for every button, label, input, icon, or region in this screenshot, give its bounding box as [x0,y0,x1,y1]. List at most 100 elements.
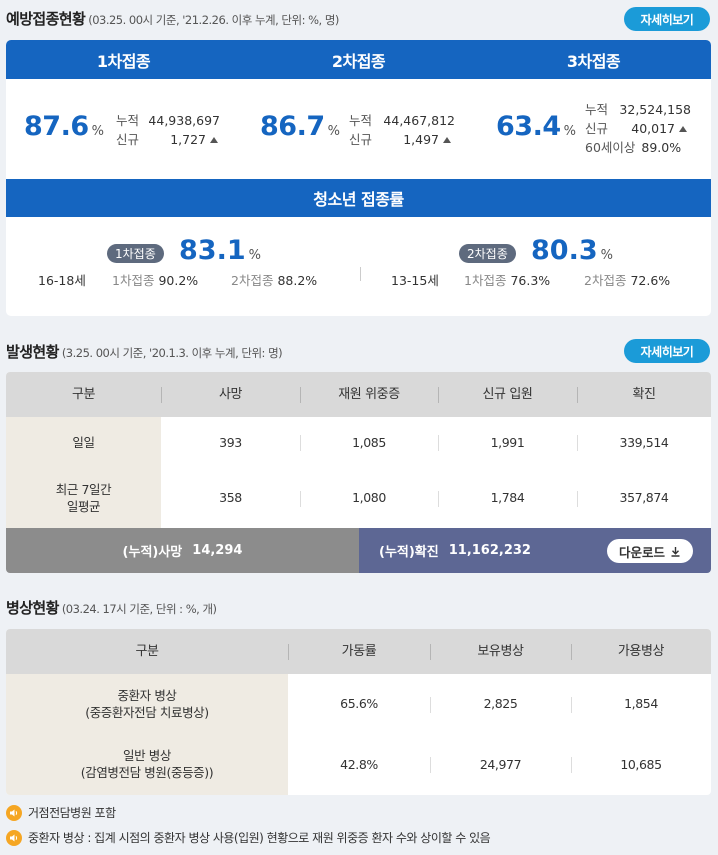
header-utilization: 가동률 [288,629,430,674]
cell-critical: 1,080 [300,469,438,528]
note-item: 거점전담병원 포함 [6,804,116,821]
cell-confirmed: 339,514 [577,417,711,469]
speaker-icon [6,804,22,821]
teen-second-dose: 2차접종 72.6% [584,273,671,288]
teen-age: 16-18세 [38,273,86,288]
vaccination-subtitle: (03.25. 00시 기준, '21.2.26. 이후 누계, 단위: %, … [88,13,339,27]
row-label: 중환자 병상 (중증환자전담 치료병상) [6,674,288,735]
row-label: 일반 병상 (감염병전담 병원(중등증)) [6,735,288,795]
header-critical: 재원 위중증 [300,372,438,417]
header-confirmed: 확진 [577,372,711,417]
cumulative-confirmed-value: 11,162,232 [448,543,531,558]
table-header-row: 구분 사망 재원 위중증 신규 입원 확진 [6,372,711,417]
cumulative-deaths: (누적)사망 14,294 [6,528,359,573]
download-label: 다운로드 [618,544,665,560]
teen-badge: 2차접종 [459,244,516,263]
header-new-admission: 신규 입원 [438,372,577,417]
speaker-icon [6,829,22,846]
cell-available-beds: 1,854 [571,674,711,735]
dose-3-header: 3차접종 [566,51,621,71]
vaccination-more-button[interactable]: 자세히보기 [624,7,710,31]
vaccination-panel: 1차접종 2차접종 3차접종 87.6% 누적 44,938,697 신규 1,72… [6,40,711,316]
dose-values-row: 87.6% 누적 44,938,697 신규 1,727 86.7% 누적 44,46… [6,79,711,179]
teen-header: 청소년 접종률 [6,179,711,217]
cell-confirmed: 357,874 [577,469,711,528]
triangle-up-icon [679,126,687,132]
vaccination-title: 예방접종현황 [6,10,86,28]
dose-2-new: 신규 1,497 [349,129,451,148]
dose-3-new: 신규 40,017 [585,118,687,137]
note-text: 중환자 병상 : 집계 시점의 중환자 병상 사용(입원) 현황으로 재원 위중… [28,831,491,845]
outbreak-more-button[interactable]: 자세히보기 [624,339,710,363]
teen-second-dose: 2차접종 88.2% [231,273,318,288]
dose-1-rate: 87.6% [24,111,104,142]
dose-1-cell: 87.6% 누적 44,938,697 신규 1,727 [6,79,241,179]
outbreak-subtitle: (3.25. 00시 기준, '20.1.3. 이후 누계, 단위: 명) [61,346,283,360]
beds-header: 병상현황 (03.24. 17시 기준, 단위 : %, 개) [6,597,217,618]
dose-2-cumulative: 누적 44,467,812 [349,113,455,128]
dose-2-rate: 86.7% [260,111,340,142]
triangle-up-icon [210,137,218,143]
table-row: 일일 393 1,085 1,991 339,514 [6,417,711,469]
cell-deaths: 358 [219,490,242,506]
dose-1-new: 신규 1,727 [116,129,218,148]
cumulative-bar: (누적)사망 14,294 (누적)확진 11,162,232 다운로드 [6,528,711,573]
note-text: 거점전담병원 포함 [28,806,116,820]
dose-3-over60: 60세이상 89.0% [585,140,682,155]
cumulative-deaths-label: (누적)사망 [122,545,183,560]
dose-3-rate: 63.4% [496,111,576,142]
dose-header-row: 1차접종 2차접종 3차접종 [6,40,711,79]
download-icon [671,546,680,557]
dose-2-cell: 86.7% 누적 44,467,812 신규 1,497 [241,79,476,179]
download-button[interactable]: 다운로드 [607,539,693,563]
teen-first-dose: 1차접종 76.3% [464,273,551,288]
teen-group-13-15: 13-15세 2차접종 80.3% 1차접종 76.3% 2차접종 72.6% [360,217,711,316]
cell-total-beds: 24,977 [430,735,571,795]
cell-total-beds: 2,825 [430,674,571,735]
teen-first-dose: 1차접종 90.2% [112,273,199,288]
teen-divider [360,267,361,281]
header-deaths: 사망 [161,372,300,417]
dose-3-cumulative: 누적 32,524,158 [585,102,691,117]
teen-values-row: 16-18세 1차접종 83.1% 1차접종 90.2% 2차접종 88.2% … [6,217,711,316]
header-category: 구분 [71,386,96,402]
cell-available-beds: 10,685 [571,735,711,795]
cell-utilization: 65.6% [340,696,378,712]
beds-table-body: 중환자 병상 (중증환자전담 치료병상) 65.6% 2,825 1,854 일… [6,674,711,795]
cell-new-admission: 1,784 [438,469,577,528]
teen-group-16-18: 16-18세 1차접종 83.1% 1차접종 90.2% 2차접종 88.2% [6,217,360,316]
cell-critical: 1,085 [300,417,438,469]
dose-1-cumulative: 누적 44,938,697 [116,113,220,128]
table-row: 중환자 병상 (중증환자전담 치료병상) 65.6% 2,825 1,854 [6,674,711,735]
cumulative-confirmed: (누적)확진 11,162,232 다운로드 [359,528,711,573]
dose-3-cell: 63.4% 누적 32,524,158 신규 40,017 60세이상 89.0% [476,79,711,179]
teen-badge: 1차접종 [107,244,164,263]
outbreak-table-body: 일일 393 1,085 1,991 339,514 최근 7일간 일평균 35… [6,417,711,528]
teen-age: 13-15세 [391,273,439,288]
outbreak-title: 발생현황 [6,343,59,361]
teen-rate: 80.3% [531,235,613,266]
beds-title: 병상현황 [6,599,59,617]
table-row: 일반 병상 (감염병전담 병원(중등증)) 42.8% 24,977 10,68… [6,735,711,795]
dose-1-header: 1차접종 [96,51,151,71]
header-available-beds: 가용병상 [571,629,711,674]
beds-subtitle: (03.24. 17시 기준, 단위 : %, 개) [61,602,217,616]
row-label: 일일 [6,417,161,469]
vaccination-header: 예방접종현황 (03.25. 00시 기준, '21.2.26. 이후 누계, … [6,8,339,29]
cell-new-admission: 1,991 [438,417,577,469]
row-label: 최근 7일간 일평균 [6,469,161,528]
table-header-row: 구분 가동률 보유병상 가용병상 [6,629,711,674]
header-total-beds: 보유병상 [430,629,571,674]
dose-2-header: 2차접종 [331,51,386,71]
table-row: 최근 7일간 일평균 358 1,080 1,784 357,874 [6,469,711,528]
note-item: 중환자 병상 : 집계 시점의 중환자 병상 사용(입원) 현황으로 재원 위중… [6,829,491,846]
cell-utilization: 42.8% [340,756,378,772]
beds-table: 구분 가동률 보유병상 가용병상 중환자 병상 (중증환자전담 치료병상) 65… [6,629,711,795]
triangle-up-icon [443,137,451,143]
header-category: 구분 [135,643,159,659]
cumulative-deaths-value: 14,294 [192,543,243,558]
cumulative-confirmed-label: (누적)확진 [379,545,439,560]
outbreak-table: 구분 사망 재원 위중증 신규 입원 확진 일일 393 1,085 1,991… [6,372,711,528]
teen-rate: 83.1% [179,235,261,266]
outbreak-header: 발생현황 (3.25. 00시 기준, '20.1.3. 이후 누계, 단위: … [6,341,283,362]
